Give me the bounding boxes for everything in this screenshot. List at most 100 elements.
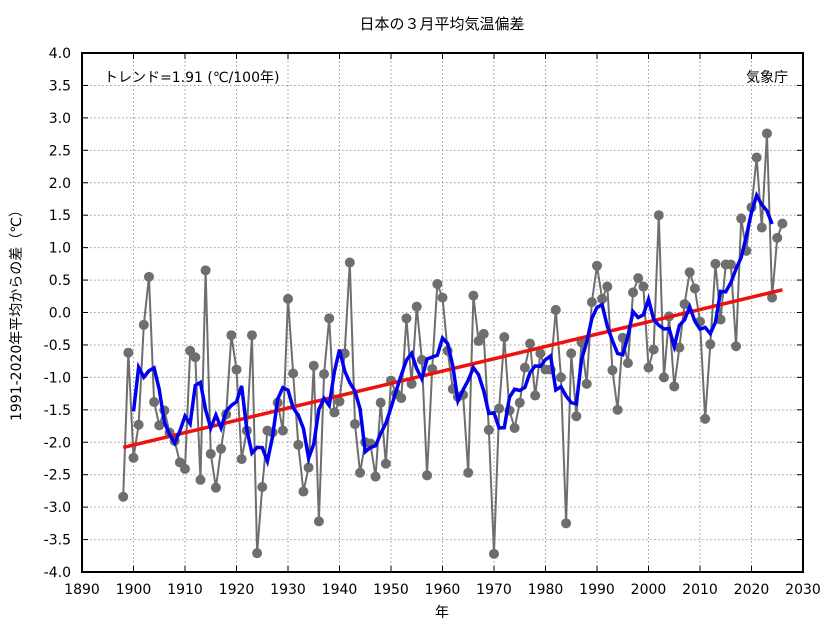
y-axis: 4.0 3.5 3.0 2.5 2.0 1.5 1.0 0.5 0.0 -0.5 -1.0 -1.5 -… xyxy=(44,46,803,581)
annual-point xyxy=(710,258,721,269)
annual-point xyxy=(751,152,762,163)
x-tick-label: 1920 xyxy=(219,582,255,598)
y-tick-label: 2.0 xyxy=(49,176,71,192)
annual-point xyxy=(622,358,633,369)
annual-point xyxy=(715,314,726,325)
annual-point xyxy=(705,339,716,350)
annual-point xyxy=(777,218,788,229)
y-tick-label: 2.5 xyxy=(49,143,71,159)
annual-point xyxy=(128,452,139,463)
annual-point xyxy=(602,281,613,292)
annual-point xyxy=(586,297,597,308)
annual-point xyxy=(638,281,649,292)
annual-point xyxy=(437,292,448,303)
annual-point xyxy=(149,397,160,408)
annual-point xyxy=(607,365,618,376)
annual-point xyxy=(761,128,772,139)
x-tick-label: 1930 xyxy=(270,582,306,598)
annual-point xyxy=(293,439,304,450)
annual-point xyxy=(133,419,144,430)
annual-point xyxy=(118,491,129,502)
annual-point xyxy=(514,397,525,408)
annual-point xyxy=(210,482,221,493)
x-tick-label: 2010 xyxy=(682,582,718,598)
annual-point xyxy=(422,470,433,481)
y-axis-label: 1991-2020年平均からの差（℃） xyxy=(9,203,25,421)
annual-point xyxy=(468,290,479,301)
y-tick-label: 4.0 xyxy=(49,46,71,62)
annual-point xyxy=(473,336,484,347)
annual-point xyxy=(597,293,608,304)
annual-point xyxy=(689,283,700,294)
y-tick-label: 0.0 xyxy=(49,306,71,322)
annual-point xyxy=(519,362,530,373)
annual-point xyxy=(478,328,489,339)
source-annotation: 気象庁 xyxy=(746,70,788,86)
annual-point xyxy=(633,273,644,284)
annual-point xyxy=(628,287,639,298)
annual-point xyxy=(581,378,592,389)
annual-point xyxy=(277,425,288,436)
annual-point xyxy=(190,352,201,363)
y-tick-label: -3.5 xyxy=(44,533,71,549)
moving-average-line xyxy=(131,190,774,468)
y-tick-label: 1.0 xyxy=(49,241,71,257)
annual-point xyxy=(731,341,742,352)
x-tick-label: 1990 xyxy=(579,582,615,598)
annual-point xyxy=(355,467,366,478)
annual-point xyxy=(772,232,783,243)
annual-series xyxy=(118,128,788,559)
annual-line xyxy=(122,133,784,554)
annual-point xyxy=(329,407,340,418)
y-tick-label: -4.0 xyxy=(44,565,71,581)
y-tick-label: -1.0 xyxy=(44,370,71,386)
annual-point xyxy=(344,257,355,268)
annual-point xyxy=(380,458,391,469)
x-tick-label: 2020 xyxy=(734,582,770,598)
x-axis: 1890 1900 1910 1920 1930 1940 1950 1960 1970 1980… xyxy=(64,53,821,598)
annual-point xyxy=(736,213,747,224)
annual-point xyxy=(288,368,299,379)
annual-point xyxy=(226,330,237,341)
y-tick-label: -0.5 xyxy=(44,338,71,354)
annual-point xyxy=(236,454,247,465)
annual-point xyxy=(406,378,417,389)
annual-point xyxy=(216,443,227,454)
annual-point xyxy=(653,210,664,221)
annual-point xyxy=(483,424,494,435)
annual-point xyxy=(123,347,134,358)
annual-point xyxy=(257,482,268,493)
x-tick-label: 2030 xyxy=(785,582,821,598)
x-axis-label: 年 xyxy=(435,605,449,621)
annual-point xyxy=(509,422,520,433)
annual-point xyxy=(674,342,685,353)
annual-point xyxy=(334,396,345,407)
annual-point xyxy=(679,299,690,310)
annual-point xyxy=(566,348,577,359)
annual-point xyxy=(700,413,711,424)
annual-point xyxy=(205,448,216,459)
annual-point xyxy=(324,313,335,324)
annual-point xyxy=(283,293,293,304)
annual-point xyxy=(612,404,623,415)
annual-point xyxy=(463,467,474,478)
annual-point xyxy=(669,381,680,392)
x-tick-label: 1980 xyxy=(528,582,564,598)
annual-point xyxy=(200,265,211,276)
y-tick-label: 3.0 xyxy=(49,111,71,127)
annual-point xyxy=(658,372,669,383)
annual-point xyxy=(489,548,499,559)
annual-point xyxy=(530,390,541,401)
x-tick-label: 1900 xyxy=(116,582,152,598)
annual-point xyxy=(767,292,778,303)
annual-point xyxy=(246,330,257,341)
annual-point xyxy=(308,360,319,371)
x-tick-label: 1950 xyxy=(373,582,409,598)
annual-point xyxy=(396,393,407,404)
annual-point xyxy=(525,338,536,349)
x-tick-label: 1940 xyxy=(322,582,358,598)
moving-average-series xyxy=(131,190,774,468)
annual-point xyxy=(138,319,149,330)
annual-point xyxy=(319,369,330,380)
